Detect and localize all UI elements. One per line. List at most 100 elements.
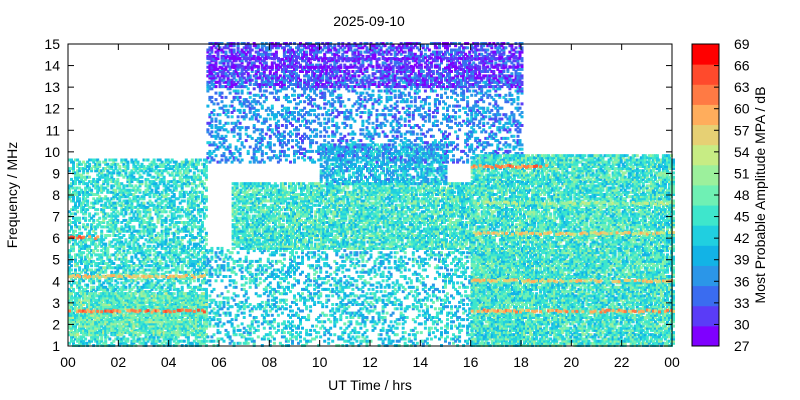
data-cell [229,335,232,338]
data-cell [185,234,188,237]
data-cell [255,316,258,319]
data-cell [227,331,230,334]
data-cell [112,262,115,265]
data-cell [219,331,222,334]
data-cell [239,342,242,345]
data-cell [126,338,129,341]
data-cell [208,279,211,282]
data-cell [173,292,176,295]
data-cell [283,253,286,256]
data-cell [76,292,79,295]
data-cell [195,217,198,220]
data-cell [225,275,228,278]
data-cell [141,176,144,179]
data-cell [141,180,144,183]
data-cell [86,284,89,287]
data-cell [177,236,180,239]
data-cell [193,171,196,174]
data-cell [243,316,246,319]
data-cell [233,327,236,330]
data-cell [287,281,290,284]
data-cell [263,327,266,330]
data-cell [227,297,230,300]
data-cell [213,333,216,336]
data-cell [161,262,164,265]
data-cell [82,251,85,254]
data-cell [237,251,240,254]
data-cell [249,314,252,317]
data-cell [78,266,81,269]
data-cell [289,305,292,308]
data-cell [259,281,262,284]
data-cell [205,187,208,190]
data-cell [277,314,280,317]
data-cell [227,290,230,293]
data-cell [74,230,77,233]
data-cell [210,247,213,250]
data-cell [223,264,226,267]
data-cell [269,281,272,284]
data-cell [72,288,75,291]
data-cell [285,307,288,310]
data-cell [277,329,280,332]
data-cell [189,169,192,172]
data-cell [277,322,280,325]
data-cell [137,281,140,284]
data-cell [225,286,228,289]
data-cell [273,327,276,330]
data-cell [206,335,209,338]
data-cell [163,176,166,179]
data-cell [183,200,186,203]
data-cell [231,318,234,321]
data-cell [285,299,288,302]
data-cell [210,256,213,259]
data-cell [233,342,236,345]
data-cell [249,303,252,306]
data-cell [199,176,202,179]
data-cell [70,256,73,259]
data-cell [137,161,140,164]
data-cell [219,258,222,261]
data-cell [239,258,242,261]
data-cell [237,314,240,317]
data-cell [251,260,254,263]
data-cell [139,210,142,213]
data-cell [261,301,264,304]
data-cell [269,331,272,334]
data-cell [143,202,146,205]
data-cell [70,225,73,228]
data-cell [205,243,208,246]
data-cell [132,225,135,228]
data-cell [287,286,290,289]
data-cell [259,258,262,261]
data-cell [241,322,244,325]
data-cell [143,243,146,246]
data-cell [249,286,252,289]
data-cell [205,288,208,291]
data-cell [210,273,213,276]
data-cell [271,314,274,317]
data-cell [84,217,87,220]
data-cell [96,212,99,215]
data-cell [88,212,91,215]
data-cell [173,193,176,196]
data-cell [201,191,204,194]
data-cell [257,320,260,323]
data-cell [213,340,216,343]
data-cell [193,279,196,282]
data-cell [94,232,97,235]
data-cell [283,258,286,261]
data-cell [237,294,240,297]
data-cell [231,322,234,325]
data-cell [275,301,278,304]
data-cell [235,286,238,289]
data-cell [70,292,73,295]
data-cell [118,165,121,168]
data-cell [223,340,226,343]
data-cell [229,275,232,278]
data-cell [130,256,133,259]
data-cell [199,215,202,218]
data-cell [183,340,186,343]
data-cell [78,217,81,220]
